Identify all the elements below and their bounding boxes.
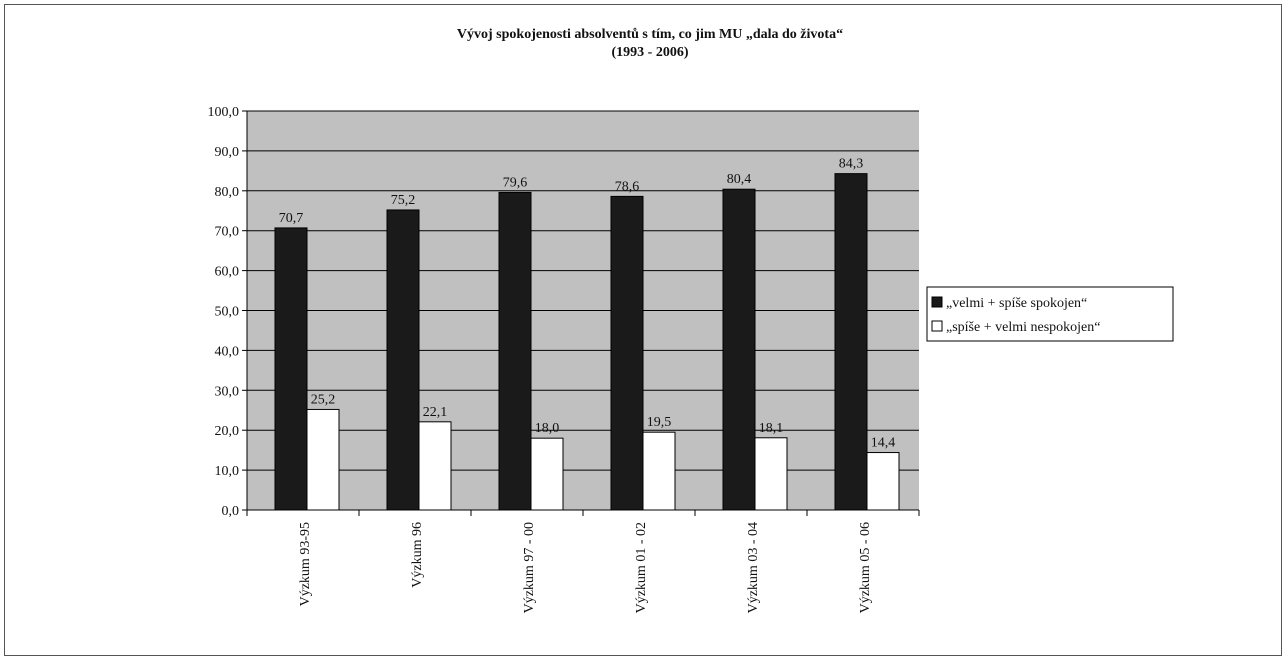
y-tick-label: 50,0: [215, 305, 240, 320]
x-tick-label: Výzkum 03 - 04: [746, 522, 761, 613]
bar-dissatisfied: [866, 452, 900, 511]
bar-dissatisfied: [418, 421, 452, 511]
chart-subtitle: (1993 - 2006): [611, 45, 689, 60]
data-label: 78,6: [615, 179, 640, 194]
bar-satisfied: [834, 173, 868, 511]
y-tick-label: 30,0: [215, 384, 240, 399]
bar-satisfied: [274, 227, 308, 511]
bar-dissatisfied: [306, 408, 340, 511]
data-label: 19,5: [647, 415, 672, 430]
legend-swatch: [931, 320, 943, 332]
y-tick-label: 80,0: [215, 185, 240, 200]
data-label: 22,1: [423, 405, 448, 420]
data-label: 18,0: [535, 421, 560, 436]
data-label: 84,3: [839, 157, 864, 172]
x-tick-label: Výzkum 93-95: [298, 522, 313, 606]
legend-swatch: [931, 296, 943, 308]
data-label: 18,1: [759, 421, 784, 436]
bar-satisfied: [498, 191, 532, 511]
y-tick-label: 90,0: [215, 145, 240, 160]
x-tick-label: Výzkum 96: [410, 522, 425, 588]
y-tick-label: 40,0: [215, 344, 240, 359]
x-tick-label: Výzkum 97 - 00: [522, 522, 537, 613]
bar-satisfied: [386, 209, 420, 511]
legend-label: „spíše + velmi nespokojen“: [946, 320, 1100, 335]
data-label: 75,2: [391, 193, 416, 208]
y-tick-label: 0,0: [222, 504, 240, 519]
bar-dissatisfied: [642, 431, 676, 511]
data-label: 80,4: [727, 172, 752, 187]
bar-dissatisfied: [530, 437, 564, 511]
data-label: 70,7: [279, 211, 304, 226]
data-label: 14,4: [871, 436, 896, 451]
y-tick-label: 20,0: [215, 424, 240, 439]
bar-dissatisfied: [754, 437, 788, 511]
bar-satisfied: [610, 195, 644, 511]
chart-title: Vývoj spokojenosti absolventů s tím, co …: [456, 27, 844, 42]
x-tick-label: Výzkum 01 - 02: [634, 522, 649, 613]
y-tick-label: 100,0: [208, 105, 240, 120]
y-tick-label: 70,0: [215, 225, 240, 240]
data-label: 25,2: [311, 392, 336, 407]
x-tick-label: Výzkum 05 - 06: [858, 522, 873, 613]
legend-label: „velmi + spíše spokojen“: [946, 296, 1087, 311]
data-label: 79,6: [503, 175, 528, 190]
legend-box: [926, 286, 1174, 342]
y-tick-label: 10,0: [215, 464, 240, 479]
bar-satisfied: [722, 188, 756, 511]
y-tick-label: 60,0: [215, 265, 240, 280]
